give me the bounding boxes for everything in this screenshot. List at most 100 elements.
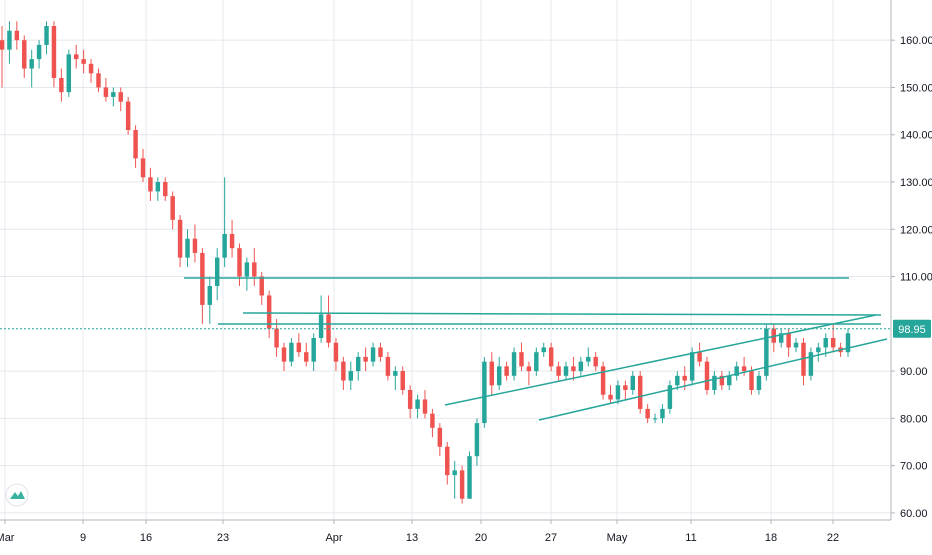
candle: [734, 361, 739, 381]
candle-body: [556, 366, 561, 376]
candle-body: [519, 352, 524, 367]
candle-body: [741, 366, 747, 372]
y-tick-label: 70.00: [900, 461, 928, 473]
candle-body: [578, 361, 584, 372]
candle-body: [163, 182, 168, 197]
candle-body: [237, 248, 242, 277]
candle: [459, 465, 465, 504]
candle: [207, 276, 213, 324]
candle: [615, 380, 621, 405]
candle: [422, 390, 428, 419]
candle: [407, 385, 413, 419]
candle-body: [482, 361, 487, 424]
candle: [623, 380, 628, 400]
channel-line-lower[interactable]: [538, 338, 888, 421]
candle: [712, 371, 717, 395]
candle-body: [259, 276, 264, 296]
candle-body: [608, 394, 613, 400]
candle-body: [96, 73, 101, 88]
x-tick-label: 18: [765, 532, 777, 544]
candle: [600, 361, 606, 400]
candle: [608, 385, 613, 405]
candle-body: [177, 219, 183, 258]
candle: [452, 460, 457, 499]
candle: [437, 423, 443, 457]
candle-body: [459, 470, 465, 499]
candle: [36, 40, 42, 69]
candle: [526, 361, 532, 386]
candle: [252, 248, 257, 286]
last-price-label-box: [893, 319, 931, 338]
candle-body: [600, 366, 606, 395]
candle-body: [378, 347, 383, 357]
candle: [363, 347, 368, 372]
candle: [771, 323, 777, 353]
candle: [727, 371, 732, 390]
candle-body: [689, 352, 695, 381]
tradingview-logo-icon[interactable]: [5, 483, 29, 507]
candle-body: [266, 295, 272, 329]
candle-body: [571, 366, 576, 372]
x-tick-label: Mar: [0, 532, 15, 544]
candle-body: [816, 347, 821, 353]
candle: [556, 361, 561, 381]
candle: [652, 413, 658, 424]
candle-body: [192, 238, 198, 253]
candle-body: [511, 352, 517, 376]
candle: [593, 352, 598, 372]
candle: [318, 295, 324, 343]
candle-body: [296, 342, 302, 353]
candle: [289, 338, 294, 367]
candle-body: [675, 375, 680, 386]
y-tick-label: 130.00: [900, 177, 932, 189]
candle-body: [370, 347, 376, 362]
x-tick-label: May: [607, 532, 628, 544]
candle-body: [534, 352, 539, 372]
candle-body: [489, 361, 495, 386]
trendlines[interactable]: [184, 277, 888, 421]
x-tick-label: 11: [685, 532, 696, 544]
candle: [548, 342, 554, 372]
candle: [845, 328, 851, 357]
candle: [281, 342, 287, 372]
candle: [125, 96, 131, 135]
candle-body: [148, 177, 153, 192]
candle: [111, 87, 116, 107]
candle: [385, 352, 391, 381]
candle-body: [125, 101, 131, 130]
candle: [341, 356, 346, 390]
candle-body: [400, 371, 405, 390]
candle-body: [200, 252, 205, 305]
candle-body: [652, 418, 658, 420]
candle-body: [355, 356, 361, 372]
candle-body: [363, 356, 368, 362]
candle-body: [415, 399, 420, 409]
candle-body: [22, 40, 27, 69]
candle-body: [29, 59, 34, 69]
candle-body: [830, 338, 836, 348]
candle: [274, 319, 279, 357]
candle-body: [563, 366, 569, 376]
candle-body: [222, 234, 227, 258]
candle-body: [734, 366, 739, 376]
channel-line-upper[interactable]: [444, 314, 877, 406]
candle: [801, 338, 806, 386]
candle: [816, 342, 821, 362]
candle: [808, 347, 814, 381]
candle-body: [823, 338, 828, 348]
candle-body: [36, 44, 42, 60]
resistance-line-middle[interactable]: [242, 312, 882, 316]
candle-body: [207, 286, 213, 305]
candle-body: [541, 347, 546, 353]
candle-body: [14, 30, 20, 41]
candle-body: [801, 342, 806, 376]
candle-body: [59, 78, 64, 93]
candle-body: [140, 158, 146, 178]
candle: [660, 404, 665, 424]
candle: [830, 323, 836, 353]
x-tick-label: 20: [475, 532, 487, 544]
x-tick-label: 9: [80, 532, 86, 544]
candle: [170, 191, 175, 230]
candle: [103, 78, 109, 102]
candle: [59, 68, 64, 102]
